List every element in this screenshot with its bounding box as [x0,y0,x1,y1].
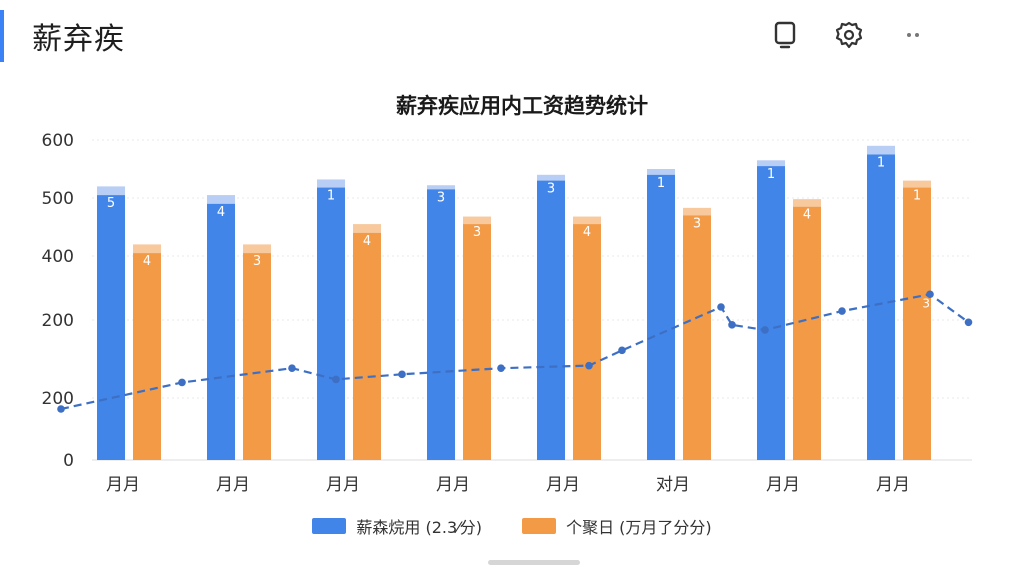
bar-label-blue: 1 [767,167,775,182]
bar-cap-blue [317,179,345,188]
x-tick-label: 对月 [656,475,690,495]
tablet-icon[interactable] [770,18,800,52]
bar-cap-blue [757,160,785,167]
bar-orange [133,253,161,460]
bar-blue [97,195,125,460]
bar-label-orange: 1 [913,189,921,204]
x-tick-label: 月月 [546,475,580,495]
bar-label-orange: 4 [363,234,371,249]
bar-label-blue: 4 [217,205,225,220]
bar-blue [317,187,345,460]
bar-label-orange: 3 [253,254,261,269]
trend-point [838,307,846,315]
legend-item-orange[interactable]: 个聚日 (万月了分分) [522,514,712,538]
trend-point [332,375,340,384]
trend-point [178,378,186,387]
trend-point [398,370,406,379]
y-tick-label: 500 [42,189,74,209]
gear-icon[interactable] [834,18,864,52]
trend-point [288,364,296,373]
legend-item-blue[interactable]: 薪森烷用 (2.3⁄分) [312,514,482,538]
bar-blue [867,154,895,460]
x-tick-label: 月月 [876,475,910,495]
x-tick-label: 月月 [216,475,250,495]
trend-point [618,346,626,355]
trend-point-label: 9 [728,327,736,341]
bar-cap-orange [133,244,161,254]
bar-orange [793,206,821,460]
bar-label-blue: 1 [657,176,665,191]
chart-legend: 薪森烷用 (2.3⁄分) 个聚日 (万月了分分) [0,514,1024,538]
trend-point-label: 4 [288,370,296,384]
bar-label-orange: 4 [143,254,151,269]
bar-orange [353,232,381,460]
bar-blue [757,166,785,460]
y-tick-label: 200 [42,389,74,409]
x-tick-label: 月月 [326,475,360,495]
trend-point [728,321,736,329]
bar-label-orange: 3 [473,225,481,240]
bar-cap-orange [243,244,271,254]
bar-label-blue: 1 [327,189,335,204]
bar-label-orange: 4 [803,208,811,223]
bar-cap-orange [463,216,491,225]
bar-cap-blue [207,195,235,204]
bar-label-orange: 4 [583,225,591,240]
x-tick-label: 月月 [106,475,140,495]
bar-cap-blue [97,186,125,196]
legend-label-blue: 薪森烷用 (2.3⁄分) [356,518,483,537]
bar-cap-orange [793,199,821,207]
bar-cap-orange [683,207,711,216]
bar-blue [537,180,565,460]
trend-point-label: 35 [922,296,937,310]
bar-cap-blue [867,145,895,155]
trend-point [497,364,505,373]
legend-swatch-orange [522,518,557,534]
bar-blue [647,174,675,461]
bar-blue [207,203,235,461]
chart-title: 薪弃疾应用内工资趋势统计 [396,94,648,118]
bar-cap-orange [903,180,931,188]
bar-cap-blue [647,169,675,175]
scroll-handle[interactable] [488,560,580,565]
bar-orange [243,253,271,460]
bar-orange [903,187,931,460]
y-tick-label: 400 [42,247,74,267]
bar-cap-blue [427,185,455,190]
trend-point [761,326,769,334]
y-tick-label: 600 [42,131,74,151]
more-icon[interactable] [898,18,928,52]
bar-orange [683,215,711,460]
y-tick-label: 200 [42,311,74,331]
trend-point [57,405,65,413]
app-header: 薪弃疾 [0,0,1024,72]
y-tick-label: 0 [63,451,74,471]
bar-label-blue: 1 [877,156,885,171]
x-tick-label: 月月 [436,475,470,495]
bar-label-blue: 3 [437,190,445,205]
bar-cap-orange [353,224,381,233]
bar-blue [427,189,455,461]
app-title: 薪弃疾 [32,22,125,57]
bar-orange [463,224,491,460]
bar-label-blue: 5 [107,196,115,211]
bar-orange [573,224,601,460]
bar-cap-orange [573,216,601,225]
trend-point [926,290,934,299]
trend-point [717,303,725,311]
trend-point [964,318,973,327]
bar-label-orange: 3 [693,216,701,231]
legend-label-orange: 个聚日 (万月了分分) [566,518,712,537]
bar-label-blue: 3 [547,182,555,197]
trend-line [60,293,970,411]
accent-bar [0,10,4,62]
x-tick-label: 月月 [766,475,800,495]
legend-swatch-blue [312,518,347,534]
header-actions [770,18,928,52]
bar-cap-blue [537,174,565,181]
trend-point [585,361,593,370]
